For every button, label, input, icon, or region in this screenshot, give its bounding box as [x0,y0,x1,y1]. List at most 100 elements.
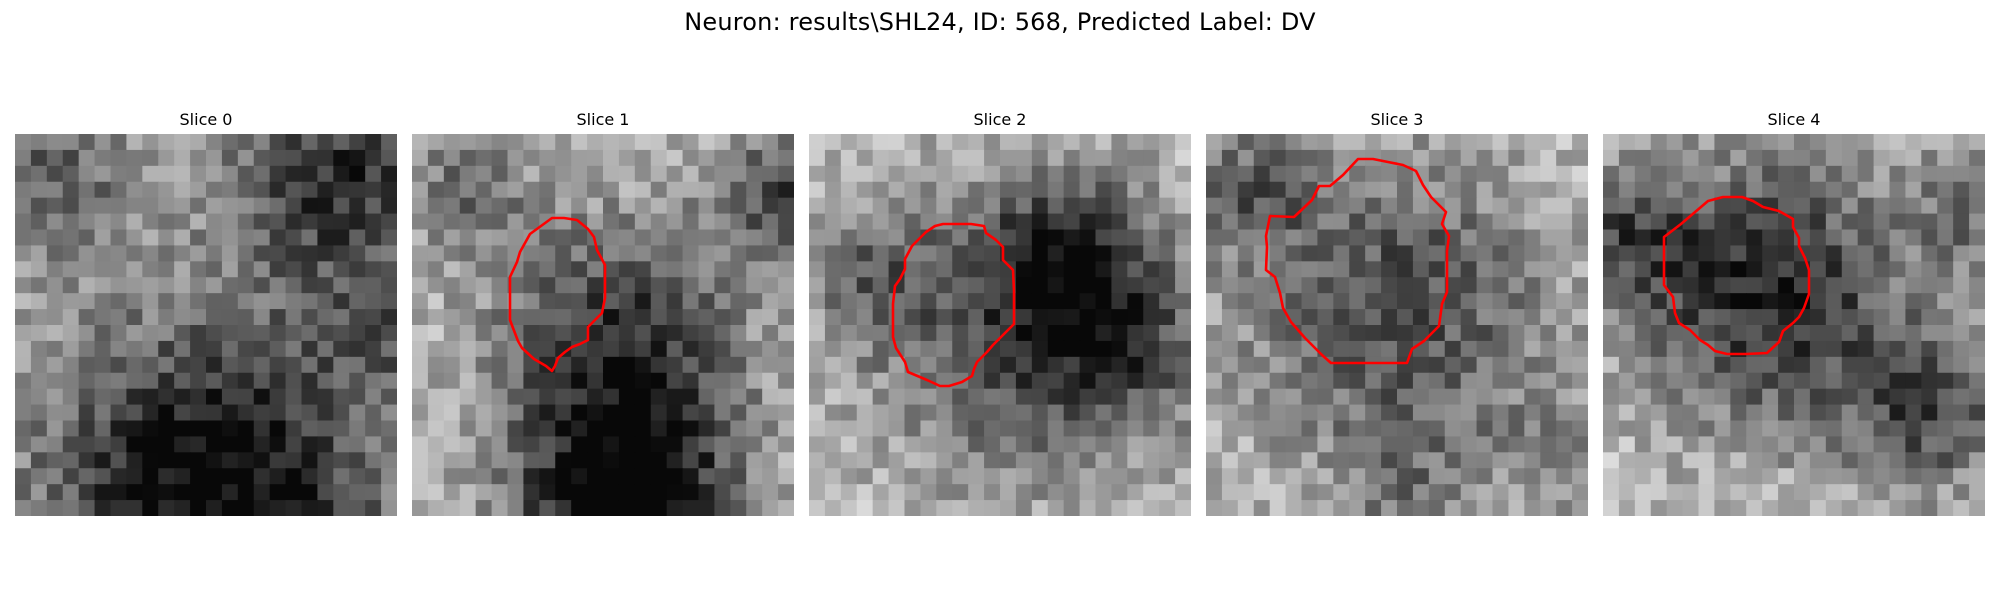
pixel [221,245,239,262]
pixel [285,436,303,453]
pixel [1206,181,1223,199]
pixel [1618,325,1636,342]
pixel [427,468,445,485]
pixel [174,213,191,231]
pixel [523,325,540,342]
pixel [968,436,985,453]
pixel [459,213,477,231]
pixel [30,165,48,183]
pixel [1143,309,1160,326]
pixel [920,293,937,310]
pixel [78,340,96,358]
pixel [523,213,540,231]
pixel [1206,436,1223,453]
pixel [555,229,572,247]
pixel [1556,468,1573,485]
pixel [237,436,255,453]
pixel [746,197,763,215]
pixel [888,500,906,516]
pixel [1047,213,1065,231]
pixel [762,436,779,453]
pixel [1159,340,1176,358]
pixel [1349,436,1366,453]
pixel [507,277,525,294]
pixel [920,468,937,485]
pixel [1682,165,1700,183]
pixel [1031,468,1049,485]
pixel [459,420,477,438]
pixel [1143,325,1160,342]
pixel [555,245,572,262]
pixel [1333,181,1350,199]
pixel [1221,388,1239,406]
pixel [746,452,763,469]
pixel [427,245,445,262]
pixel [1889,404,1907,422]
pixel [427,197,445,215]
pixel [571,165,588,183]
pixel [1666,197,1684,215]
pixel [1714,181,1731,199]
pixel [682,277,700,294]
pixel [1095,229,1113,247]
pixel [459,245,477,262]
pixel [1127,500,1144,516]
pixel [1111,420,1128,438]
pixel [1857,356,1875,374]
pixel [301,420,319,438]
pixel [984,452,1001,469]
pixel [968,420,985,438]
pixel [888,165,906,183]
pixel [1333,356,1350,374]
pixel [1778,388,1795,406]
pixel [603,165,620,183]
pixel [1937,404,1954,422]
pixel [762,277,779,294]
pixel [475,181,493,199]
pixel [1937,277,1954,294]
pixel [365,165,382,183]
pixel [634,500,652,516]
pixel [984,149,1001,167]
pixel [1333,261,1350,278]
pixel [1762,261,1779,278]
pixel [840,213,858,231]
pixel [1857,309,1875,326]
pixel [778,293,794,310]
pixel [840,149,858,167]
pixel [555,468,572,485]
pixel [1397,134,1414,151]
pixel [221,293,239,310]
pixel [840,325,858,342]
pixel [1095,372,1113,390]
pixel [539,325,556,342]
pixel [459,277,477,294]
pixel [237,197,255,215]
pixel [1143,356,1160,374]
pixel [1969,213,1985,231]
pixel [1206,325,1223,342]
pixel [888,293,906,310]
pixel [1444,293,1462,310]
pixel [1905,277,1922,294]
pixel [920,500,937,516]
pixel [778,229,794,247]
pixel [1682,181,1700,199]
pixel [158,277,175,294]
pixel [1603,372,1620,390]
pixel [1572,372,1588,390]
pixel [94,436,112,453]
pixel [412,500,429,516]
pixel [1730,261,1747,278]
pixel [1428,468,1446,485]
pixel [1873,229,1891,247]
pixel [1253,356,1271,374]
pixel [809,452,826,469]
pixel [936,134,953,151]
pixel [1063,293,1081,310]
pixel [1953,277,1970,294]
pixel [1778,484,1795,501]
pixel [968,309,985,326]
pixel [1572,340,1588,358]
pixel [650,165,668,183]
